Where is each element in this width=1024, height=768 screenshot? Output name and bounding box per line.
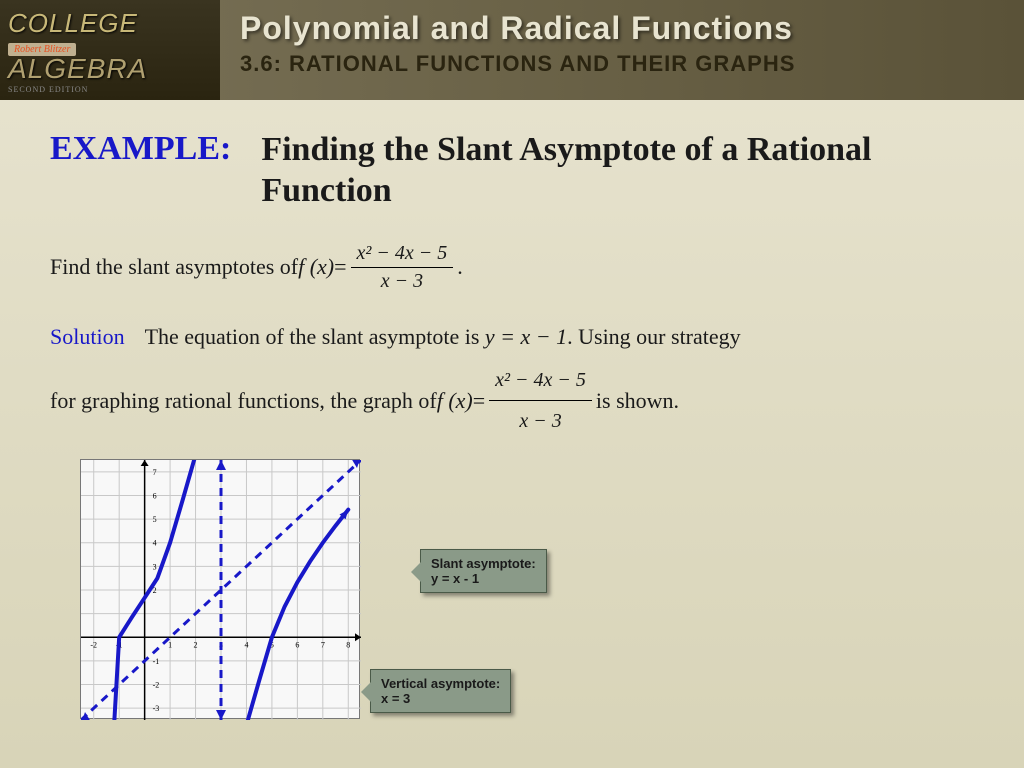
svg-text:7: 7 [321, 640, 325, 649]
callout-slant-asymptote: Slant asymptote: y = x - 1 [420, 549, 547, 593]
graph-box: -2-112345678-3-2-1234567 [80, 459, 360, 719]
svg-text:7: 7 [153, 468, 157, 477]
graph-svg: -2-112345678-3-2-1234567 [81, 460, 361, 720]
solution-line1: Solution The equation of the slant asymp… [50, 317, 974, 357]
logo-algebra: ALGEBRA [8, 53, 212, 85]
svg-text:-2: -2 [90, 640, 97, 649]
frac-numerator: x² − 4x − 5 [351, 242, 454, 268]
chapter-title: Polynomial and Radical Functions [240, 10, 1004, 47]
slide-header: COLLEGE Robert Blitzer ALGEBRA SECOND ED… [0, 0, 1024, 100]
problem-suffix: . [457, 254, 463, 280]
svg-text:4: 4 [153, 539, 157, 548]
logo-edition: SECOND EDITION [8, 85, 212, 94]
svg-text:1: 1 [168, 640, 172, 649]
svg-text:-2: -2 [153, 681, 160, 690]
problem-fraction: x² − 4x − 5 x − 3 [351, 242, 454, 293]
problem-statement: Find the slant asymptotes of f (x) = x² … [50, 242, 974, 293]
solution-label: Solution [50, 324, 125, 350]
svg-text:-1: -1 [153, 657, 160, 666]
solution-text1: The equation of the slant asymptote is y… [145, 317, 741, 357]
solution-line2: for graphing rational functions, the gra… [50, 362, 974, 439]
solution-fraction: x² − 4x − 5 x − 3 [489, 362, 592, 439]
fx-lhs: f (x) [298, 254, 334, 280]
svg-text:3: 3 [153, 563, 157, 572]
equals: = [334, 254, 346, 280]
slide-content: EXAMPLE: Finding the Slant Asymptote of … [0, 100, 1024, 749]
section-title: 3.6: RATIONAL FUNCTIONS AND THEIR GRAPHS [240, 51, 1004, 77]
svg-text:5: 5 [153, 515, 157, 524]
svg-text:-3: -3 [153, 704, 160, 713]
example-heading-row: EXAMPLE: Finding the Slant Asymptote of … [50, 130, 974, 212]
textbook-logo: COLLEGE Robert Blitzer ALGEBRA SECOND ED… [0, 0, 220, 100]
example-label: EXAMPLE: [50, 130, 231, 168]
graph-area: -2-112345678-3-2-1234567 Slant asymptote… [80, 459, 680, 719]
svg-text:2: 2 [194, 640, 198, 649]
svg-text:6: 6 [295, 640, 299, 649]
svg-text:6: 6 [153, 492, 157, 501]
callout-vertical-asymptote: Vertical asymptote: x = 3 [370, 669, 511, 713]
frac-denominator: x − 3 [375, 268, 429, 293]
logo-college: COLLEGE [8, 8, 212, 39]
svg-text:8: 8 [346, 640, 350, 649]
svg-text:4: 4 [244, 640, 248, 649]
example-heading: Finding the Slant Asymptote of a Rationa… [261, 130, 974, 212]
title-area: Polynomial and Radical Functions 3.6: RA… [220, 0, 1024, 87]
problem-prefix: Find the slant asymptotes of [50, 254, 298, 280]
